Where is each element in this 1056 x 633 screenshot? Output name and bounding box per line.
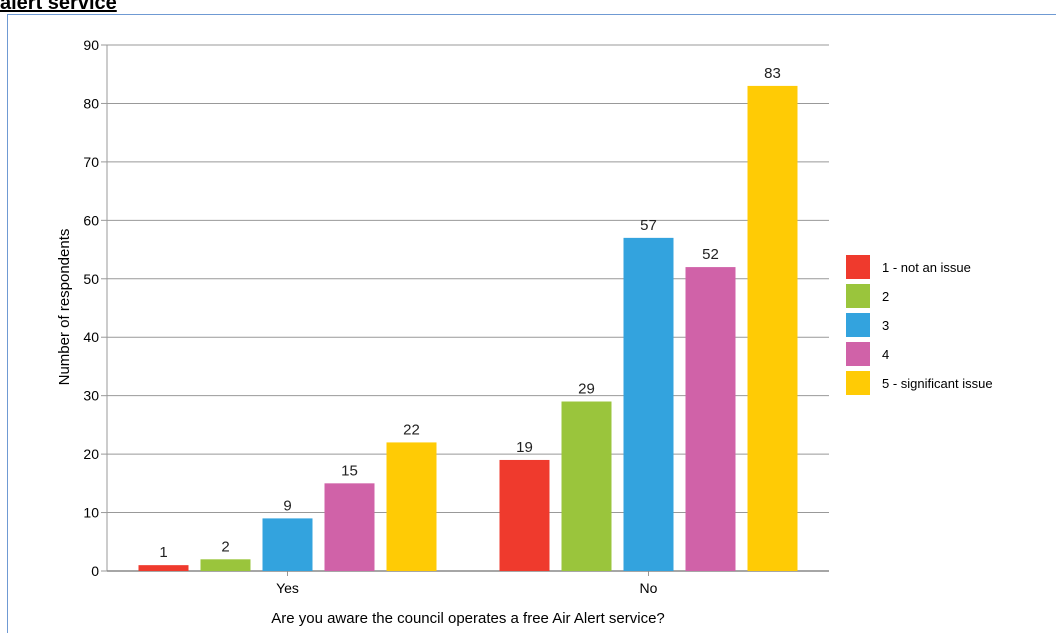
y-tick-label: 0 bbox=[91, 563, 99, 579]
legend-swatch bbox=[846, 371, 870, 395]
bar bbox=[685, 267, 736, 571]
bar bbox=[499, 459, 550, 571]
bar bbox=[747, 85, 798, 572]
legend-swatch bbox=[846, 284, 870, 308]
y-tick-label: 70 bbox=[83, 154, 99, 170]
legend-label: 5 - significant issue bbox=[882, 376, 993, 391]
chart-frame bbox=[7, 14, 1056, 633]
y-tick-label: 10 bbox=[83, 505, 99, 521]
legend-swatch bbox=[846, 313, 870, 337]
data-label: 2 bbox=[221, 538, 229, 555]
bar bbox=[200, 559, 251, 571]
bars bbox=[138, 85, 798, 572]
legend-label: 3 bbox=[882, 318, 889, 333]
legend-label: 1 - not an issue bbox=[882, 260, 971, 275]
y-tick-label: 30 bbox=[83, 388, 99, 404]
data-label: 1 bbox=[159, 544, 167, 561]
legend-label: 2 bbox=[882, 289, 889, 304]
data-label: 9 bbox=[283, 497, 291, 514]
x-tick-label: No bbox=[640, 580, 658, 596]
legend-swatch bbox=[846, 255, 870, 279]
bar bbox=[623, 237, 674, 571]
x-axis-title: Are you aware the council operates a fre… bbox=[271, 610, 665, 627]
bar bbox=[138, 565, 189, 571]
bar bbox=[262, 518, 313, 571]
legend-swatch bbox=[846, 342, 870, 366]
bar bbox=[324, 483, 375, 571]
x-tick-label: Yes bbox=[276, 580, 299, 596]
y-axis-title: Number of respondents bbox=[56, 229, 73, 386]
bar bbox=[386, 442, 437, 571]
y-tick-label: 80 bbox=[83, 95, 99, 111]
y-tick-label: 20 bbox=[83, 446, 99, 462]
legend-label: 4 bbox=[882, 347, 889, 362]
data-label: 57 bbox=[640, 217, 657, 234]
bar bbox=[561, 401, 612, 571]
data-label: 15 bbox=[341, 462, 358, 479]
y-tick-label: 60 bbox=[83, 212, 99, 228]
data-label: 19 bbox=[516, 439, 533, 456]
data-label: 83 bbox=[764, 65, 781, 82]
data-label: 29 bbox=[578, 381, 595, 398]
page-heading: alert service bbox=[0, 0, 117, 14]
y-tick-label: 40 bbox=[83, 329, 99, 345]
data-label: 52 bbox=[702, 246, 719, 263]
y-tick-label: 90 bbox=[83, 37, 99, 53]
y-tick-label: 50 bbox=[83, 271, 99, 287]
legend: 1 - not an issue 2 3 4 5 - significant issue bbox=[846, 255, 993, 395]
data-label: 22 bbox=[403, 421, 420, 438]
